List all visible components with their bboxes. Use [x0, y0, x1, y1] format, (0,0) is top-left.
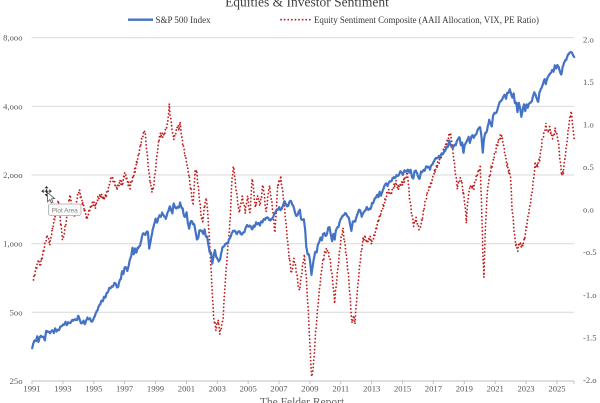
svg-text:4,ooo: 4,ooo: [3, 101, 22, 111]
svg-text:25o: 25o: [10, 376, 23, 386]
svg-text:o.o: o.o: [583, 205, 594, 215]
svg-text:2005: 2005: [240, 384, 257, 394]
svg-text:2021: 2021: [487, 384, 504, 394]
svg-text:5oo: 5oo: [10, 307, 23, 317]
svg-text:2015: 2015: [394, 384, 411, 394]
svg-text:-o.5: -o.5: [583, 247, 597, 257]
svg-text:o.5: o.5: [583, 162, 594, 172]
svg-text:2009: 2009: [301, 384, 318, 394]
svg-text:-2.o: -2.o: [583, 375, 597, 385]
svg-text:2019: 2019: [456, 384, 473, 394]
svg-text:1991: 1991: [23, 384, 40, 394]
svg-text:1999: 1999: [147, 384, 164, 394]
svg-text:Equities & Investor Sentiment: Equities & Investor Sentiment: [225, 0, 389, 10]
svg-text:1.o: 1.o: [583, 120, 594, 130]
svg-text:1,ooo: 1,ooo: [3, 239, 22, 249]
svg-text:8,ooo: 8,ooo: [3, 33, 22, 43]
svg-text:1995: 1995: [85, 384, 102, 394]
svg-text:2017: 2017: [425, 384, 443, 394]
svg-text:-1.o: -1.o: [583, 290, 597, 300]
svg-text:1993: 1993: [54, 384, 71, 394]
svg-text:S&P 500 Index: S&P 500 Index: [156, 15, 212, 25]
svg-text:The Felder Report: The Felder Report: [260, 396, 345, 403]
svg-text:2003: 2003: [209, 384, 226, 394]
svg-text:1997: 1997: [116, 384, 134, 394]
svg-text:2.o: 2.o: [583, 35, 594, 45]
svg-text:2001: 2001: [178, 384, 195, 394]
svg-text:2011: 2011: [332, 384, 349, 394]
svg-text:-1.5: -1.5: [583, 332, 597, 342]
svg-text:1.5: 1.5: [583, 77, 594, 87]
svg-text:2007: 2007: [270, 384, 288, 394]
svg-text:2013: 2013: [363, 384, 380, 394]
svg-text:2,ooo: 2,ooo: [3, 170, 22, 180]
svg-text:2023: 2023: [518, 384, 535, 394]
svg-text:2025: 2025: [548, 384, 565, 394]
svg-text:Equity Sentiment Composite (AA: Equity Sentiment Composite (AAII Allocat…: [314, 15, 539, 25]
svg-text:Plot Area: Plot Area: [52, 207, 78, 214]
